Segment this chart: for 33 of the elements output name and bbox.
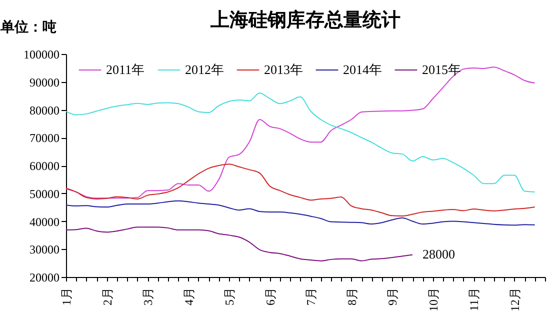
y-axis-title: 单位：吨 [0,20,56,36]
y-tick-label: 60000 [30,159,60,173]
data-label: 28000 [422,246,456,262]
x-tick-label: 8月 [344,288,359,306]
y-tick-label: 50000 [30,186,60,201]
x-tick-label: 2月 [100,288,114,306]
x-tick-label: 6月 [263,288,278,306]
x-tick-label: 11月 [467,288,482,312]
x-tick-label: 3月 [141,288,156,306]
y-tick-label: 40000 [30,214,60,229]
legend-label: 2014年 [343,62,382,77]
legend-label: 2013年 [264,62,303,77]
x-tick-label: 12月 [508,288,522,312]
y-tick-label: 70000 [30,131,60,146]
legend-label: 2015年 [422,62,461,77]
y-tick-label: 20000 [30,270,60,284]
y-tick-label: 80000 [30,103,60,118]
x-tick-label: 9月 [386,288,400,306]
line-series [66,200,536,226]
y-tick-label: 90000 [30,75,60,90]
x-tick-label: 5月 [222,288,237,306]
x-tick-label: 4月 [182,288,196,306]
x-tick-label: 10月 [426,288,440,312]
chart-title: 上海硅钢库存总量统计 [210,9,400,31]
line-series [66,226,414,262]
y-tick-label: 100000 [24,48,60,62]
line-series [66,164,536,216]
line-series [66,92,536,192]
legend-label: 2012年 [185,62,224,77]
x-tick-label: 1月 [60,288,74,306]
y-tick-label: 30000 [30,242,60,257]
x-tick-label: 7月 [304,288,318,306]
legend-label: 2011年 [106,62,145,77]
